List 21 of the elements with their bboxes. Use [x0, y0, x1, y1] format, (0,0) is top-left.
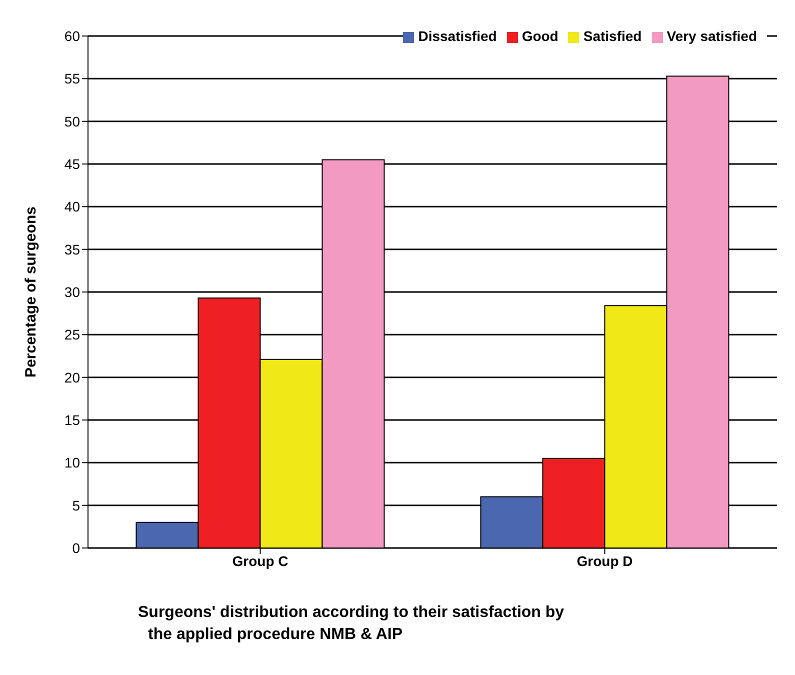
y-axis-title: Percentage of surgeons — [22, 206, 40, 378]
y-tick-label: 20 — [64, 369, 80, 386]
legend-label: Good — [522, 28, 558, 44]
legend-label: Satisfied — [583, 28, 642, 44]
y-tick-label: 40 — [64, 198, 80, 215]
x-axis-title: Surgeons' distribution according to their satisfaction by the applied procedure NMB & AIP — [138, 603, 566, 645]
y-tick-label: 60 — [64, 28, 80, 44]
legend-label: Very satisfied — [666, 28, 757, 44]
y-tick-label: 15 — [64, 412, 80, 428]
y-tick-label: 10 — [64, 454, 80, 471]
legend-label: Dissatisfied — [418, 28, 497, 44]
x-tick-label: Group D — [576, 552, 633, 569]
y-tick-label: 45 — [64, 156, 80, 172]
y-tick-label: 30 — [64, 284, 80, 300]
y-tick-label: 55 — [64, 70, 80, 87]
y-tick-label: 5 — [72, 497, 80, 514]
x-tick-label: Group C — [232, 552, 288, 569]
y-tick-label: 25 — [64, 326, 80, 343]
y-tick-label: 50 — [64, 113, 80, 130]
y-tick-label: 35 — [64, 241, 80, 258]
y-tick-label: 0 — [72, 540, 80, 556]
